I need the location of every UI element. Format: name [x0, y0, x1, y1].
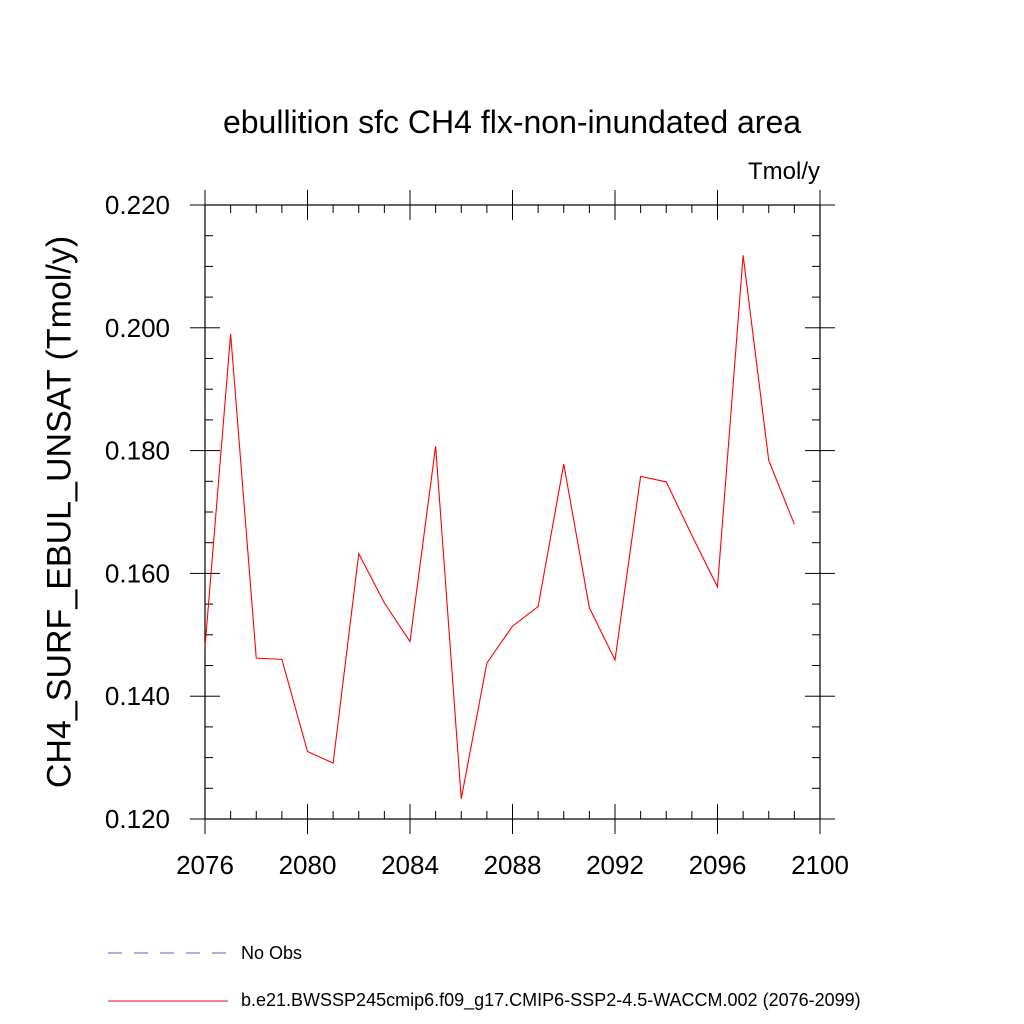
y-tick-label: 0.140	[105, 681, 170, 711]
units-label: Tmol/y	[748, 158, 820, 185]
plot-marks	[204, 255, 795, 799]
chart-title: ebullition sfc CH4 flx-non-inundated are…	[222, 104, 802, 140]
y-tick-label: 0.200	[105, 313, 170, 343]
x-tick-label: 2100	[791, 850, 849, 880]
x-tick-label: 2096	[689, 850, 747, 880]
y-tick-label: 0.180	[105, 436, 170, 466]
plot-axes: 2076 2080 2084 2088 2092 2096 2100 0.120 0.140 0.…	[105, 190, 849, 880]
legend-label-no-obs: No Obs	[241, 943, 303, 963]
x-tick-label: 2076	[176, 850, 234, 880]
y-tick-label: 0.160	[105, 558, 170, 588]
legend	[108, 952, 228, 1002]
x-tick-label: 2080	[279, 850, 337, 880]
plot-frame	[204, 204, 821, 820]
y-tick-label: 0.120	[105, 804, 170, 834]
x-tick-label: 2084	[381, 850, 439, 880]
series-line	[204, 255, 795, 799]
legend-label-model-run: b.e21.BWSSP245cmip6.f09_g17.CMIP6-SSP2-4…	[241, 990, 861, 1010]
x-tick-label: 2088	[484, 850, 542, 880]
y-tick-label: 0.220	[105, 190, 170, 220]
x-tick-label: 2092	[586, 850, 644, 880]
